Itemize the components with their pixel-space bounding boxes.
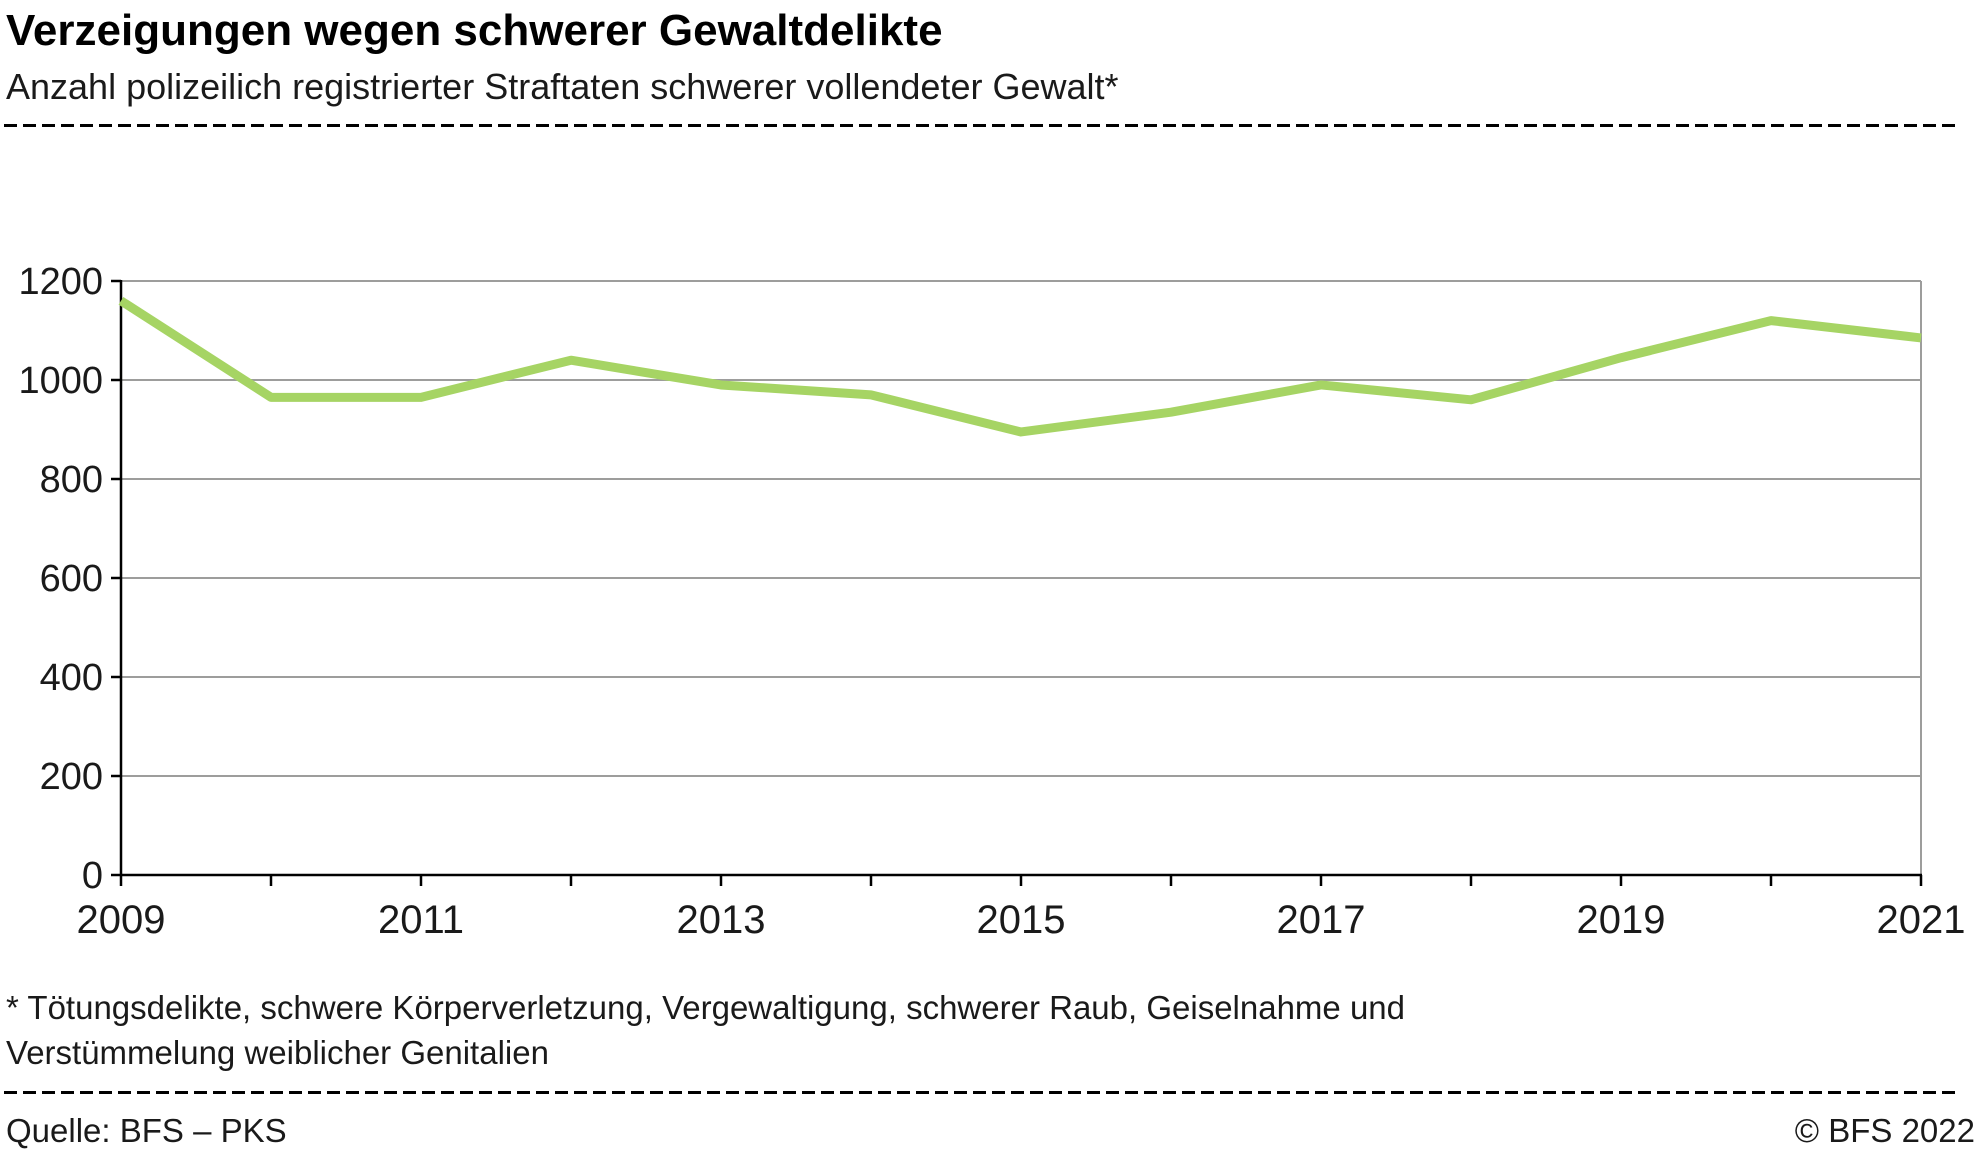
x-tick-label: 2021 <box>1877 898 1966 942</box>
chart-title: Verzeigungen wegen schwerer Gewaltdelikt… <box>6 6 943 55</box>
y-tick-label: 0 <box>82 855 103 897</box>
copyright-label: © BFS 2022 <box>1794 1112 1975 1149</box>
x-tick-label: 2011 <box>378 898 464 942</box>
x-tick-label: 2015 <box>977 898 1066 942</box>
y-tick-label: 400 <box>40 657 103 699</box>
footnote-line-2: Verstümmelung weiblicher Genitalien <box>6 1034 549 1071</box>
x-tick-label: 2019 <box>1577 898 1666 942</box>
header-divider-dashed-rule <box>4 124 1958 127</box>
x-tick-label: 2013 <box>677 898 766 942</box>
source-label: Quelle: BFS – PKS <box>6 1112 287 1149</box>
data-line-series <box>118 297 1922 437</box>
footer-divider-dashed-rule <box>4 1091 1958 1094</box>
y-tick-label: 600 <box>40 558 103 600</box>
chart-footnote: * Tötungsdelikte, schwere Körperverletzu… <box>6 985 1405 1075</box>
y-tick-label: 1000 <box>18 360 103 402</box>
y-tick-label: 1200 <box>18 261 103 303</box>
x-tick-label: 2017 <box>1277 898 1366 942</box>
y-tick-label: 800 <box>40 459 103 501</box>
footnote-line-1: * Tötungsdelikte, schwere Körperverletzu… <box>6 989 1406 1026</box>
x-tick-label: 2009 <box>77 898 166 942</box>
y-tick-label: 200 <box>40 756 103 798</box>
chart-subtitle: Anzahl polizeilich registrierter Strafta… <box>6 66 1119 107</box>
